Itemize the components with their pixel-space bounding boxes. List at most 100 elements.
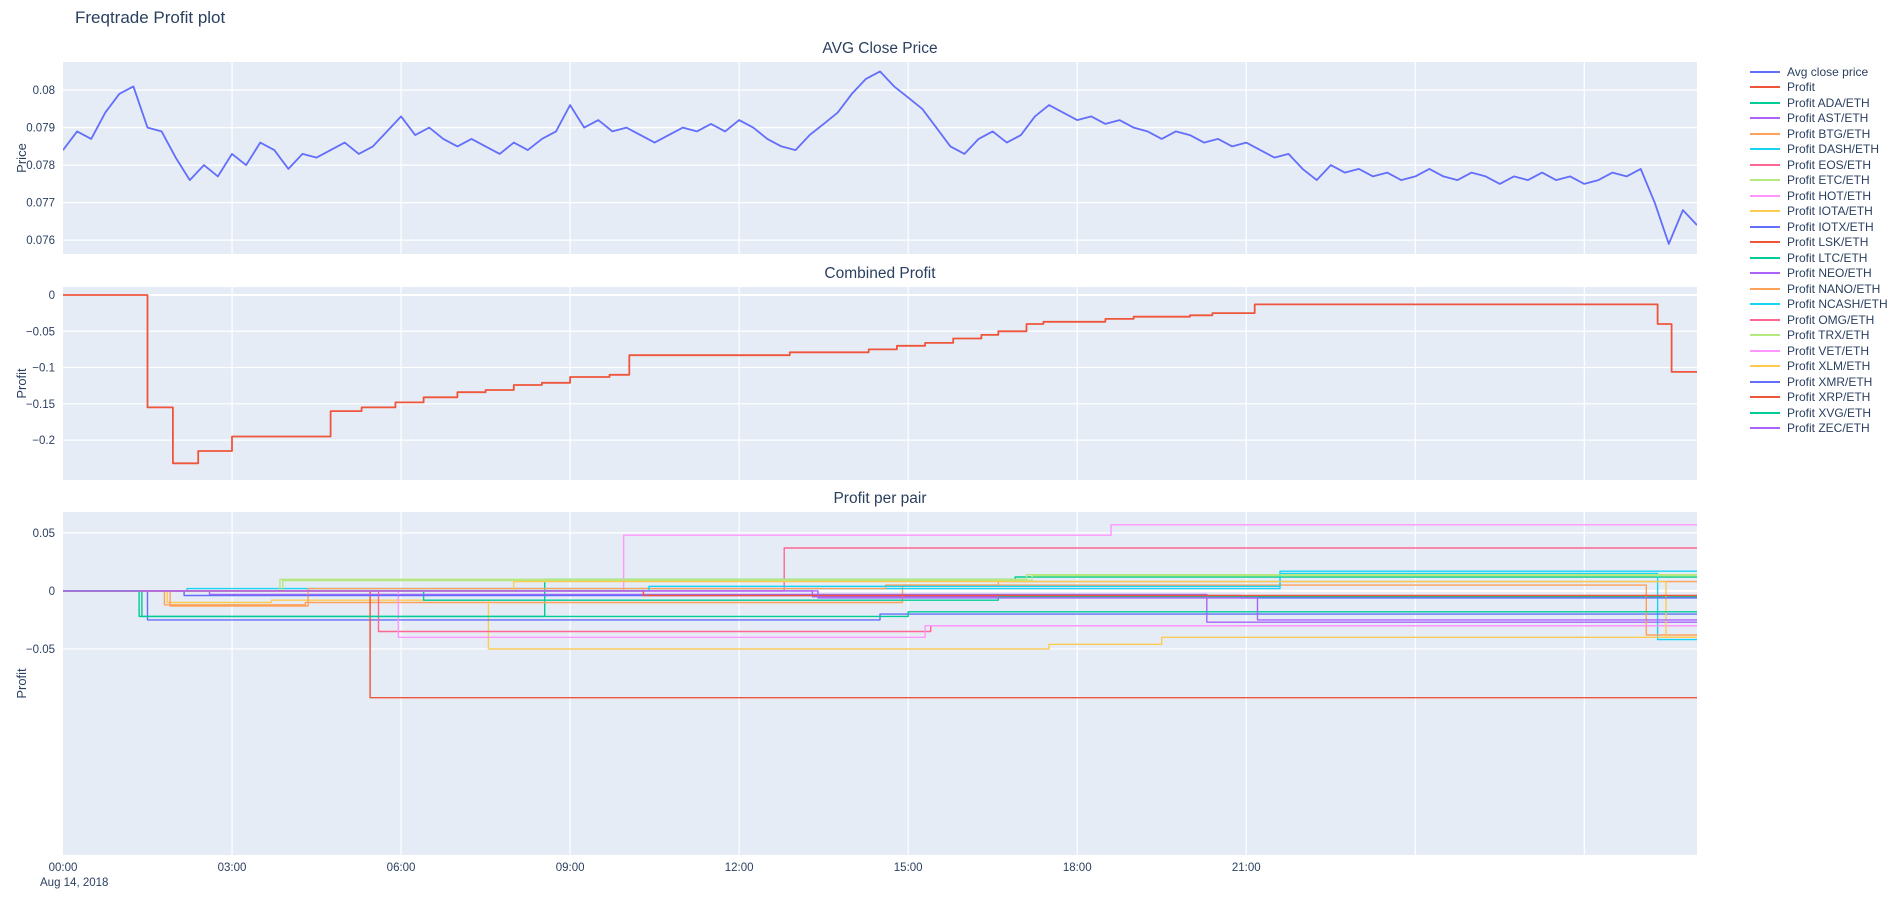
- legend-item-profit-xvg-eth[interactable]: Profit XVG/ETH: [1750, 405, 1896, 421]
- plot-background: [63, 62, 1697, 254]
- y-tick-label: −0.2: [32, 435, 55, 447]
- legend-line-swatch: [1750, 256, 1780, 259]
- subplot-title: Combined Profit: [824, 265, 936, 282]
- series-avg-close-price[interactable]: [63, 70, 1697, 245]
- legend-label: Profit XRP/ETH: [1787, 390, 1871, 405]
- series-profit-ada-eth[interactable]: [63, 576, 1697, 618]
- legend-label: Profit NANO/ETH: [1787, 281, 1881, 296]
- legend-label: Avg close price: [1787, 64, 1869, 79]
- legend-line-swatch: [1750, 179, 1780, 182]
- legend-line-swatch: [1750, 318, 1780, 321]
- legend-item-profit-ncash-eth[interactable]: Profit NCASH/ETH: [1750, 297, 1896, 313]
- legend-label: Profit LTC/ETH: [1787, 250, 1868, 265]
- y-tick-label: −0.05: [26, 644, 55, 656]
- legend-line-swatch: [1750, 225, 1780, 228]
- y-tick-label: −0.05: [26, 326, 55, 338]
- legend-line-swatch: [1750, 272, 1780, 275]
- legend-label: Profit IOTX/ETH: [1787, 219, 1874, 234]
- legend-item-profit-zec-eth[interactable]: Profit ZEC/ETH: [1750, 421, 1896, 437]
- x-tick-label: 21:00: [1232, 862, 1261, 874]
- legend-item-profit-nano-eth[interactable]: Profit NANO/ETH: [1750, 281, 1896, 297]
- y-tick-label: −0.1: [32, 363, 55, 375]
- legend-item-profit-btg-eth[interactable]: Profit BTG/ETH: [1750, 126, 1896, 142]
- subplot-avg-close-price[interactable]: 0.08 0.079 0.078 0.077 0.076 AVG Close Price P…: [14, 40, 1697, 254]
- y-tick-label: 0: [49, 586, 55, 598]
- page-title: Freqtrade Profit plot: [75, 8, 226, 27]
- y-tick-label: 0.077: [26, 198, 55, 210]
- legend-label: Profit XLM/ETH: [1787, 359, 1871, 374]
- legend-label: Profit BTG/ETH: [1787, 126, 1871, 141]
- legend-line-swatch: [1750, 163, 1780, 166]
- x-tick-label: 03:00: [218, 862, 247, 874]
- legend-item-profit-xrp-eth[interactable]: Profit XRP/ETH: [1750, 390, 1896, 406]
- x-tick-label: 00:00: [49, 862, 78, 874]
- legend-label: Profit NEO/ETH: [1787, 266, 1872, 281]
- x-axis: 00:00 03:00 06:00 09:00 12:00 15:00 18:00 21:00…: [40, 862, 1261, 889]
- legend-label: Profit EOS/ETH: [1787, 157, 1872, 172]
- legend-item-profit-omg-eth[interactable]: Profit OMG/ETH: [1750, 312, 1896, 328]
- subplot-combined-profit[interactable]: 0 −0.05 −0.1 −0.15 −0.2 Combined Profit Profit: [14, 265, 1697, 480]
- series-group: [63, 294, 1697, 465]
- chart-legend: Avg close price Profit Profit ADA/ETH Profi…: [1750, 64, 1896, 436]
- legend-line-swatch: [1750, 117, 1780, 120]
- x-tick-label: 15:00: [894, 862, 923, 874]
- y-tick-label: 0.08: [33, 85, 55, 97]
- series-profit-nano-eth[interactable]: [63, 584, 1697, 636]
- series-profit-btg-eth[interactable]: [63, 580, 1697, 606]
- series-profit-iota-eth[interactable]: [63, 590, 1697, 650]
- legend-line-swatch: [1750, 334, 1780, 337]
- legend-line-swatch: [1750, 396, 1780, 399]
- legend-item-profit-hot-eth[interactable]: Profit HOT/ETH: [1750, 188, 1896, 204]
- series-group: [63, 70, 1697, 245]
- series-profit[interactable]: [63, 294, 1697, 465]
- legend-item-profit-xmr-eth[interactable]: Profit XMR/ETH: [1750, 374, 1896, 390]
- legend-label: Profit AST/ETH: [1787, 111, 1869, 126]
- legend-item-profit-ada-eth[interactable]: Profit ADA/ETH: [1750, 95, 1896, 111]
- legend-label: Profit NCASH/ETH: [1787, 297, 1888, 312]
- gridlines: [63, 62, 1697, 254]
- series-group: [63, 524, 1697, 699]
- x-axis-date-label: Aug 14, 2018: [40, 877, 108, 889]
- legend-item-profit-iotx-eth[interactable]: Profit IOTX/ETH: [1750, 219, 1896, 235]
- subplot-profit-per-pair[interactable]: 0.05 0 −0.05 Profit per pair Profit: [14, 490, 1697, 855]
- legend-line-swatch: [1750, 241, 1780, 244]
- x-tick-label: 18:00: [1063, 862, 1092, 874]
- legend-label: Profit ZEC/ETH: [1787, 421, 1870, 436]
- legend-item-profit[interactable]: Profit: [1750, 80, 1896, 96]
- legend-item-profit-trx-eth[interactable]: Profit TRX/ETH: [1750, 328, 1896, 344]
- legend-label: Profit ADA/ETH: [1787, 95, 1870, 110]
- legend-label: Profit: [1787, 80, 1816, 95]
- legend-label: Profit VET/ETH: [1787, 343, 1870, 358]
- legend-item-profit-dash-eth[interactable]: Profit DASH/ETH: [1750, 142, 1896, 158]
- legend-item-profit-ast-eth[interactable]: Profit AST/ETH: [1750, 111, 1896, 127]
- legend-item-avg-close-price[interactable]: Avg close price: [1750, 64, 1896, 80]
- legend-item-profit-lsk-eth[interactable]: Profit LSK/ETH: [1750, 235, 1896, 251]
- legend-item-profit-ltc-eth[interactable]: Profit LTC/ETH: [1750, 250, 1896, 266]
- legend-label: Profit OMG/ETH: [1787, 312, 1875, 327]
- legend-item-profit-eos-eth[interactable]: Profit EOS/ETH: [1750, 157, 1896, 173]
- plot-background: [63, 512, 1697, 855]
- series-profit-zec-eth[interactable]: [63, 590, 1697, 621]
- legend-item-profit-vet-eth[interactable]: Profit VET/ETH: [1750, 343, 1896, 359]
- subplot-title: AVG Close Price: [822, 40, 937, 57]
- legend-line-swatch: [1750, 210, 1780, 213]
- y-tick-label: 0.078: [26, 160, 55, 172]
- legend-line-swatch: [1750, 411, 1780, 414]
- plot-background: [63, 287, 1697, 480]
- legend-item-profit-etc-eth[interactable]: Profit ETC/ETH: [1750, 173, 1896, 189]
- x-tick-label: 09:00: [556, 862, 585, 874]
- legend-label: Profit IOTA/ETH: [1787, 204, 1873, 219]
- legend-item-profit-iota-eth[interactable]: Profit IOTA/ETH: [1750, 204, 1896, 220]
- legend-line-swatch: [1750, 194, 1780, 197]
- legend-item-profit-neo-eth[interactable]: Profit NEO/ETH: [1750, 266, 1896, 282]
- legend-label: Profit HOT/ETH: [1787, 188, 1872, 203]
- legend-item-profit-xlm-eth[interactable]: Profit XLM/ETH: [1750, 359, 1896, 375]
- legend-label: Profit ETC/ETH: [1787, 173, 1870, 188]
- x-tick-label: 06:00: [387, 862, 416, 874]
- y-tick-label: 0: [49, 290, 55, 302]
- legend-line-swatch: [1750, 287, 1780, 290]
- legend-label: Profit XMR/ETH: [1787, 374, 1873, 389]
- y-tick-label: 0.076: [26, 235, 55, 247]
